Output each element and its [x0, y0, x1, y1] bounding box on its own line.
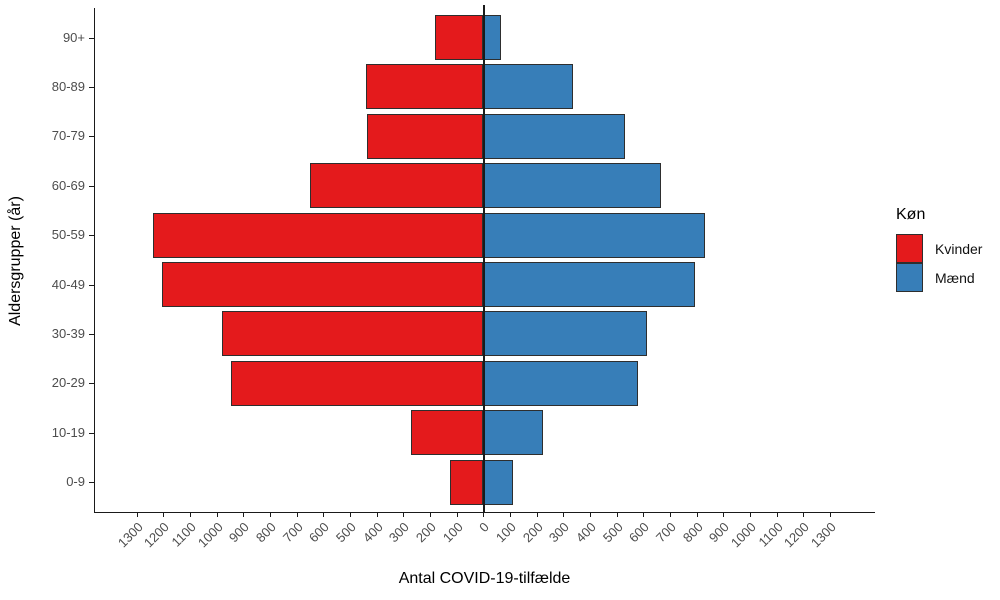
x-tick	[616, 512, 618, 517]
bar-maend-50-59	[483, 212, 705, 258]
y-tick-label: 30-39	[51, 325, 85, 341]
x-tick	[590, 512, 591, 517]
x-tick	[403, 512, 405, 517]
bar-kvinder-40-49	[161, 262, 484, 307]
x-tick	[323, 512, 325, 517]
y-tick-label: 70-79	[51, 128, 85, 144]
legend-keys: Kvinder Mænd	[896, 234, 982, 292]
x-tick	[830, 512, 831, 517]
legend-swatch-maend-icon	[896, 263, 923, 292]
y-tick-label: 20-29	[51, 375, 85, 391]
legend-item-kvinder: Kvinder	[896, 234, 982, 263]
legend-title: Køn	[896, 206, 926, 223]
bar-kvinder-50-59	[152, 212, 484, 258]
y-tick-label: 90+	[62, 29, 85, 45]
legend-label-maend: Mænd	[935, 269, 975, 286]
y-tick	[89, 482, 94, 484]
bar-kvinder-70-79	[367, 113, 484, 159]
y-axis-title: Aldersgrupper (år)	[7, 196, 24, 326]
x-tick	[723, 512, 725, 517]
x-tick	[563, 512, 565, 517]
x-tick	[483, 512, 485, 517]
x-tick	[430, 512, 431, 517]
y-tick	[89, 383, 94, 385]
zero-baseline	[482, 5, 485, 513]
x-tick	[189, 512, 191, 517]
x-tick	[296, 512, 298, 517]
y-tick-label: 50-59	[51, 227, 85, 243]
y-tick	[89, 185, 94, 187]
bar-kvinder-60-69	[310, 163, 484, 209]
y-tick	[89, 284, 94, 286]
x-tick	[456, 512, 458, 517]
bar-kvinder-80-89	[366, 64, 484, 110]
x-axis-title: Antal COVID-19-tilfælde	[398, 570, 571, 587]
y-tick	[89, 37, 94, 39]
y-tick	[89, 136, 94, 138]
bar-kvinder-30-39	[221, 311, 484, 357]
x-tick	[216, 512, 218, 517]
bar-maend-20-29	[483, 360, 638, 406]
x-tick	[136, 512, 138, 517]
legend-label-kvinder: Kvinder	[935, 240, 983, 257]
y-tick	[89, 235, 94, 237]
bar-kvinder-20-29	[231, 360, 484, 406]
x-tick	[803, 512, 805, 517]
legend-swatch-kvinder-icon	[896, 234, 923, 263]
x-axis-line	[94, 512, 875, 513]
x-tick	[243, 512, 245, 517]
y-tick	[89, 333, 94, 335]
bar-kvinder-0-9	[450, 459, 484, 505]
legend-item-maend: Mænd	[896, 263, 982, 292]
x-tick	[510, 512, 511, 517]
y-tick-label: 0-9	[66, 474, 85, 490]
y-tick-label: 40-49	[51, 276, 85, 292]
bar-maend-80-89	[483, 64, 573, 110]
y-axis-line	[94, 8, 95, 512]
bar-maend-30-39	[483, 311, 648, 357]
bar-kvinder-90+	[435, 15, 484, 60]
x-tick	[536, 512, 538, 517]
x-tick	[163, 512, 165, 517]
x-tick	[376, 512, 378, 517]
x-tick	[750, 512, 751, 517]
x-tick	[670, 512, 671, 517]
bar-maend-90+	[483, 15, 501, 60]
legend: Køn Kvinder Mænd	[896, 206, 982, 292]
bar-maend-40-49	[483, 262, 696, 307]
bar-maend-70-79	[483, 113, 625, 159]
x-tick	[269, 512, 271, 517]
x-tick	[643, 512, 645, 517]
y-tick-label: 10-19	[51, 424, 85, 440]
x-tick	[350, 512, 351, 517]
bar-maend-60-69	[483, 163, 661, 209]
y-tick-label: 80-89	[51, 78, 85, 94]
x-tick	[696, 512, 698, 517]
y-tick	[89, 86, 94, 88]
y-tick-label: 60-69	[51, 177, 85, 193]
bar-kvinder-10-19	[411, 410, 484, 456]
x-tick	[776, 512, 778, 517]
y-tick	[89, 432, 94, 434]
bar-maend-10-19	[483, 410, 544, 456]
bar-maend-0-9	[483, 459, 513, 505]
